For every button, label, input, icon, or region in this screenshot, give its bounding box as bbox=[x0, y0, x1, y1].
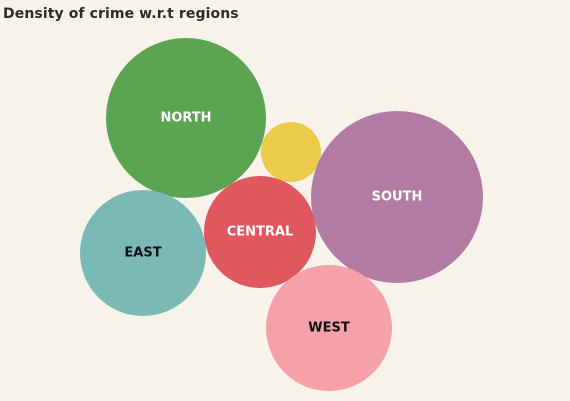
bubble-west bbox=[266, 265, 392, 391]
bubble-label-central: CENTRAL bbox=[227, 225, 294, 240]
bubble-north bbox=[106, 38, 266, 198]
bubble-label-north: NORTH bbox=[160, 111, 211, 126]
bubble-east bbox=[80, 190, 206, 316]
bubble-label-south: SOUTH bbox=[372, 190, 423, 205]
bubble-central bbox=[204, 176, 316, 288]
chart-title: Density of crime w.r.t regions bbox=[3, 6, 239, 22]
bubble-label-east: EAST bbox=[124, 246, 161, 261]
bubble-label-west: WEST bbox=[308, 321, 350, 336]
bubble-unlabeled bbox=[261, 122, 321, 182]
bubble-south bbox=[311, 111, 483, 283]
